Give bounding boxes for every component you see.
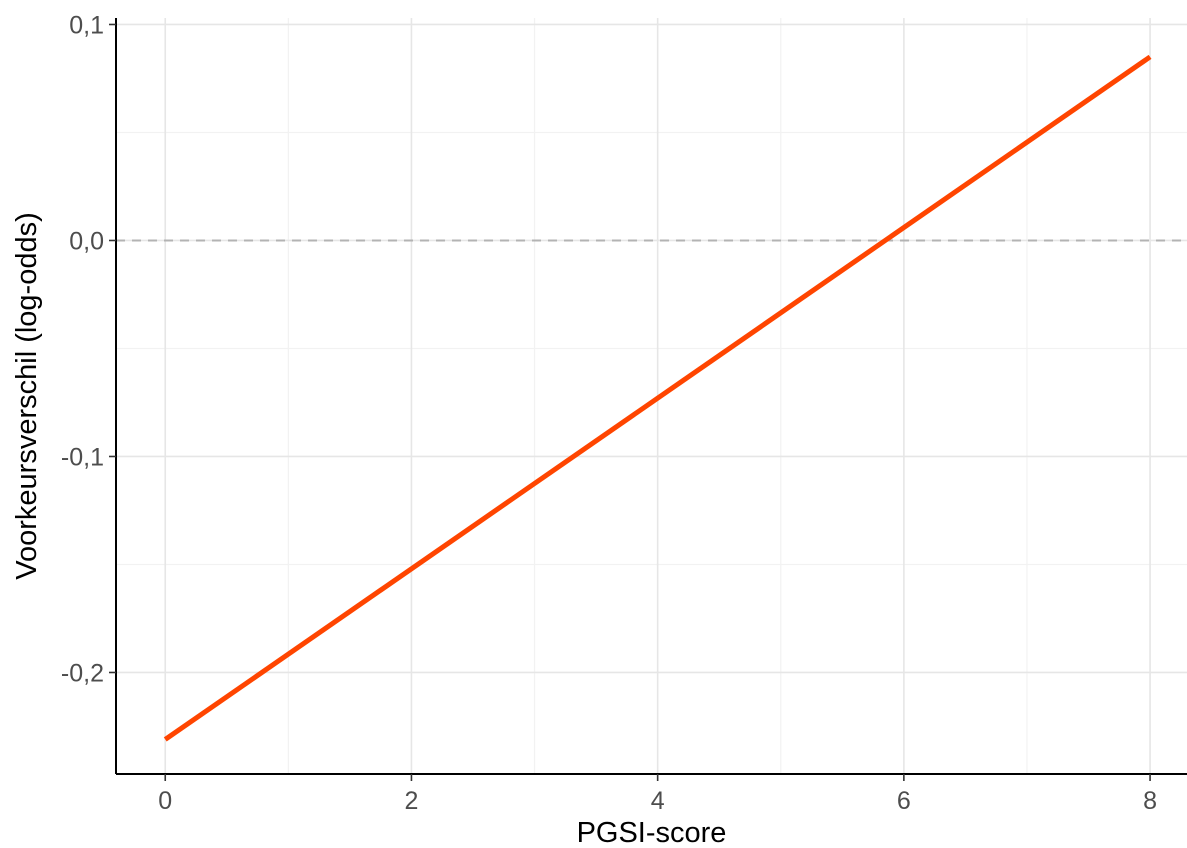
series-line (163, 54, 1152, 742)
y-axis-ticks: -0,2 -0,1 0,0 0,1 (61, 11, 116, 687)
y-tick-label: 0,0 (69, 227, 104, 255)
x-axis-ticks: 0 2 4 6 8 (158, 774, 1157, 815)
series-group (163, 54, 1152, 742)
x-tick-label: 0 (158, 787, 172, 815)
axes (115, 18, 1187, 775)
y-tick-label: -0,1 (61, 443, 104, 471)
y-tick-label: -0,2 (61, 659, 104, 687)
x-tick-label: 4 (651, 787, 665, 815)
major-grid (116, 18, 1187, 774)
y-axis-title: Voorkeursverschil (log-odds) (11, 212, 43, 579)
y-tick-label: 0,1 (69, 11, 104, 39)
x-tick-label: 6 (897, 787, 911, 815)
x-tick-label: 2 (404, 787, 418, 815)
x-tick-label: 8 (1143, 787, 1157, 815)
x-axis-title: PGSI-score (577, 817, 727, 848)
